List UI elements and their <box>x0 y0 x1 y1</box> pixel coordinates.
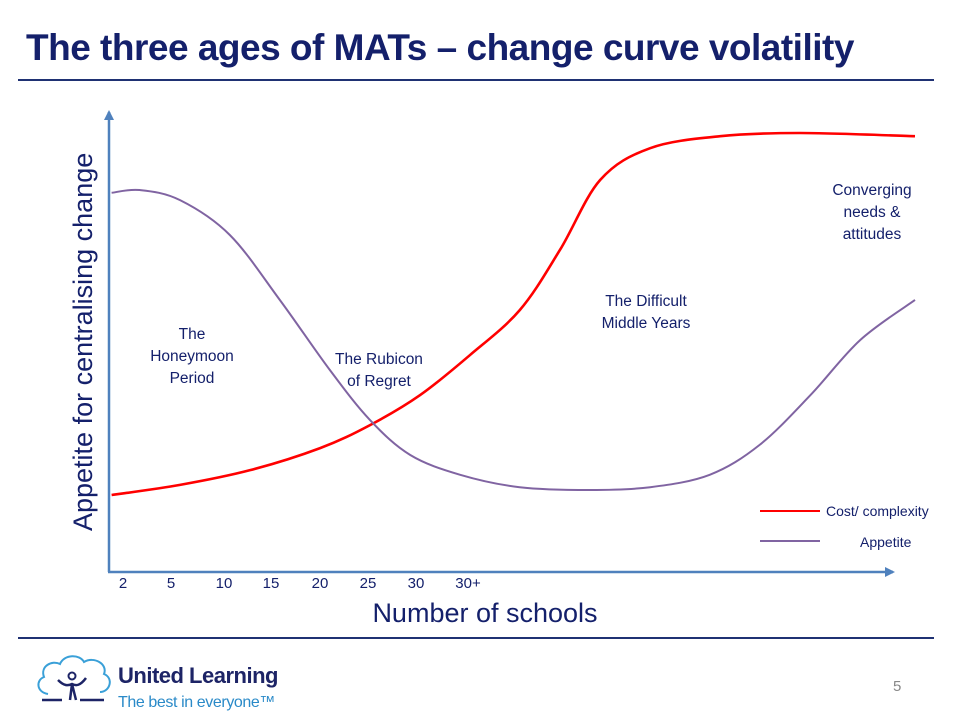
series-line-cost-complexity <box>111 131 916 497</box>
annotation-line: Converging <box>832 182 912 199</box>
x-tick-label: 2 <box>118 575 128 592</box>
y-axis-label: Appetite for centralising change <box>68 152 98 532</box>
logo-tagline: The best in everyone™ <box>118 694 276 711</box>
legend-swatch-appetite <box>760 540 820 542</box>
page-number: 5 <box>893 678 902 695</box>
x-tick-label: 30 <box>407 575 425 592</box>
x-axis-label: Number of schools <box>372 598 598 628</box>
series-line-appetite <box>111 188 916 491</box>
x-tick-label: 10 <box>215 575 233 592</box>
annotation-rubicon-of-regret: The Rubicon of Regret <box>309 349 449 393</box>
annotation-line: Honeymoon <box>150 348 234 365</box>
annotation-line: The <box>178 326 206 343</box>
annotation-line: Middle Years <box>601 315 691 332</box>
title-divider <box>18 79 934 81</box>
x-tick-label: 15 <box>262 575 280 592</box>
annotation-difficult-middle-years: The Difficult Middle Years <box>576 291 716 335</box>
legend-label-appetite: Appetite <box>860 534 912 550</box>
annotation-line: The Rubicon <box>335 351 423 368</box>
annotation-converging-needs: Converging needs & attitudes <box>802 180 942 246</box>
annotation-line: The Difficult <box>605 293 687 310</box>
x-tick-label: 5 <box>166 575 176 592</box>
x-tick-label: 20 <box>311 575 329 592</box>
annotation-line: Period <box>169 370 215 387</box>
annotation-honeymoon-period: The Honeymoon Period <box>122 324 262 390</box>
x-tick-label: 25 <box>359 575 377 592</box>
legend-swatch-cost-complexity <box>760 510 820 512</box>
tree-logo-icon <box>37 655 111 702</box>
logo-name: United Learning <box>118 663 278 688</box>
annotation-line: of Regret <box>347 373 411 390</box>
x-tick-label: 30+ <box>455 575 481 592</box>
annotation-line: attitudes <box>842 226 902 243</box>
footer-divider <box>18 637 934 639</box>
united-learning-logo: United Learning The best in everyone™ <box>34 650 278 716</box>
annotation-line: needs & <box>843 204 901 221</box>
slide-title: The three ages of MATs – change curve vo… <box>26 27 854 68</box>
legend-label-cost-complexity: Cost/ complexity <box>826 503 929 519</box>
